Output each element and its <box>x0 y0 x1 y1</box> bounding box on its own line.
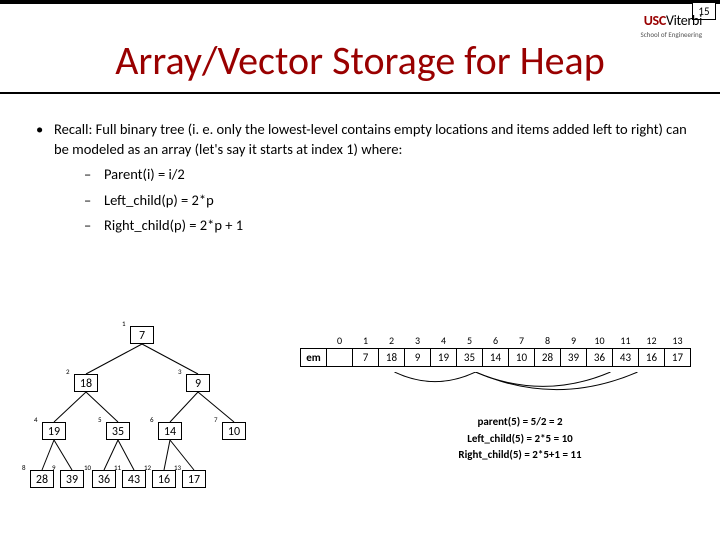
array-index: 2 <box>379 334 405 348</box>
logo-usc: USC <box>644 12 666 29</box>
usc-logo: USCViterbi School of Engineering <box>641 12 703 39</box>
formula-line: Right_child(5) = 2*5+1 = 11 <box>420 447 620 464</box>
tree-node: 7 <box>130 326 154 344</box>
tree-node: 9 <box>186 374 210 392</box>
tree-index: 8 <box>22 463 26 472</box>
tree-node: 16 <box>152 470 176 488</box>
array-cell: 18 <box>379 348 405 366</box>
tree-index: 5 <box>98 415 102 424</box>
array-index: 6 <box>483 334 509 348</box>
bullet-list: • Recall: Full binary tree (i. e. only t… <box>36 120 690 236</box>
tree-node: 35 <box>106 422 130 440</box>
tree-node: 18 <box>74 374 98 392</box>
array-cell: 28 <box>535 348 561 366</box>
tree-node: 17 <box>182 470 206 488</box>
tree-index: 1 <box>122 319 126 328</box>
tree-index: 10 <box>84 463 91 472</box>
tree-index: 2 <box>66 367 70 376</box>
array-cell: 39 <box>561 348 587 366</box>
array-cell: 16 <box>639 348 665 366</box>
tree-index: 7 <box>214 415 218 424</box>
array-index: 0 <box>327 334 353 348</box>
array-index: 10 <box>587 334 613 348</box>
array-index: 9 <box>561 334 587 348</box>
array-index: 5 <box>457 334 483 348</box>
array-index: 3 <box>405 334 431 348</box>
formula-line: Left_child(5) = 2*5 = 10 <box>420 431 620 448</box>
array-cell: 35 <box>457 348 483 366</box>
bullet-main: • Recall: Full binary tree (i. e. only t… <box>36 120 690 159</box>
tree-index: 4 <box>34 415 38 424</box>
array-cell: 19 <box>431 348 457 366</box>
array-index: 12 <box>639 334 665 348</box>
array-index: 11 <box>613 334 639 348</box>
tree-node: 43 <box>122 470 146 488</box>
tree-index: 3 <box>178 367 182 376</box>
formula-block: parent(5) = 5/2 = 2Left_child(5) = 2*5 =… <box>420 414 620 464</box>
array-cell: 17 <box>665 348 691 366</box>
bullet-sub: –Left_child(p) = 2*p <box>84 191 690 211</box>
heap-tree-diagram: 7118293194355146107288399361043111612171… <box>12 306 272 526</box>
array-index: 8 <box>535 334 561 348</box>
bullet-sub: –Parent(i) = i/2 <box>84 165 690 185</box>
array-index: 7 <box>509 334 535 348</box>
top-bar <box>0 0 720 4</box>
tree-node: 28 <box>30 470 54 488</box>
formula-line: parent(5) = 5/2 = 2 <box>420 414 620 431</box>
array-index: 1 <box>353 334 379 348</box>
array-cell: 14 <box>483 348 509 366</box>
bullet-main-text: Recall: Full binary tree (i. e. only the… <box>54 120 690 159</box>
array-cell: 7 <box>353 348 379 366</box>
tree-index: 13 <box>174 463 181 472</box>
tree-index: 9 <box>52 463 56 472</box>
tree-node: 10 <box>222 422 246 440</box>
array-cell: 43 <box>613 348 639 366</box>
bullet-sub: –Right_child(p) = 2*p + 1 <box>84 216 690 236</box>
title-underline <box>0 92 720 94</box>
array-table: 012345678910111213 em7189193514102839364… <box>300 334 691 367</box>
slide-title: Array/Vector Storage for Heap <box>0 36 720 85</box>
array-cell: 36 <box>587 348 613 366</box>
tree-index: 12 <box>144 463 151 472</box>
array-cell <box>327 348 353 366</box>
logo-viterbi: Viterbi <box>666 12 702 29</box>
array-index: 13 <box>665 334 691 348</box>
tree-node: 19 <box>42 422 66 440</box>
tree-index: 6 <box>150 415 154 424</box>
tree-node: 36 <box>92 470 116 488</box>
array-row-label: em <box>301 348 327 366</box>
array-cell: 10 <box>509 348 535 366</box>
tree-node: 39 <box>60 470 84 488</box>
index-arcs <box>300 372 700 402</box>
tree-node: 14 <box>158 422 182 440</box>
tree-index: 11 <box>114 463 121 472</box>
array-cell: 9 <box>405 348 431 366</box>
array-index: 4 <box>431 334 457 348</box>
